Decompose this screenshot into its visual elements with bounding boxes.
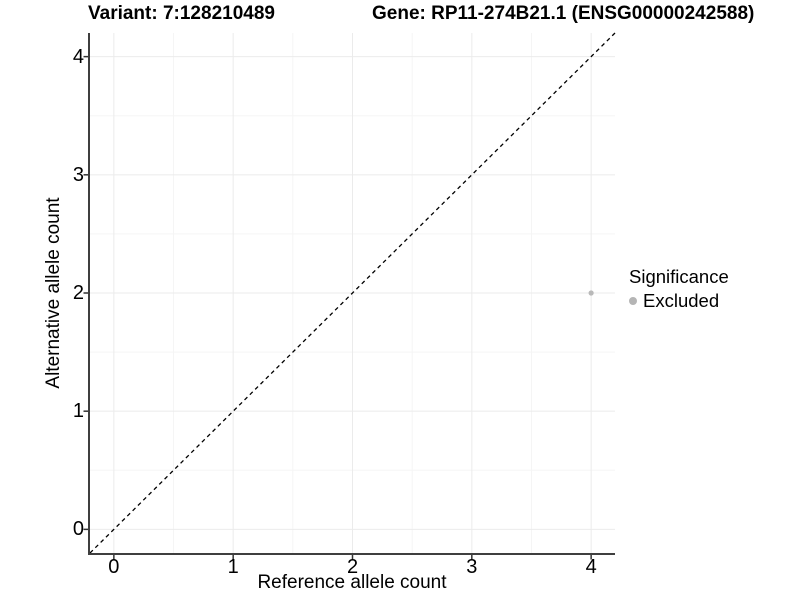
x-tick-label: 3 [466, 556, 478, 578]
x-tick-label: 1 [227, 556, 239, 578]
y-tick-label: 0 [72, 518, 84, 541]
x-tick-label: 4 [585, 556, 597, 578]
legend-entry-label: Excluded [643, 290, 720, 311]
y-tick-label: 2 [72, 282, 84, 304]
legend: Significance Excluded [629, 266, 729, 312]
plot-title-variant: Variant: 7:128210489 [88, 3, 275, 24]
data-point [588, 290, 594, 296]
y-axis-title: Alternative allele count [43, 197, 64, 389]
excluded-point-icon [629, 297, 637, 305]
y-tick-label: 1 [72, 400, 84, 423]
y-tick-label: 3 [72, 163, 84, 186]
legend-entry-excluded: Excluded [629, 290, 729, 312]
y-tick-label: 4 [72, 45, 84, 68]
legend-title: Significance [629, 266, 729, 287]
x-tick-label: 0 [108, 556, 120, 578]
x-tick-label: 2 [346, 556, 359, 578]
x-axis-title: Reference allele count [257, 572, 447, 593]
identity-line [89, 32, 616, 554]
plot-title-gene: Gene: RP11-274B21.1 (ENSG00000242588) [372, 3, 755, 24]
